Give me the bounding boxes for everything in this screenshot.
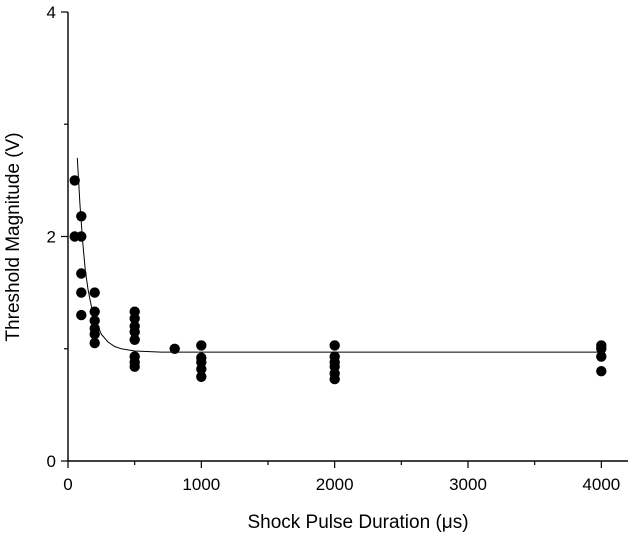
y-tick-label: 4 — [47, 3, 56, 22]
data-point — [129, 313, 140, 324]
data-point — [76, 287, 87, 298]
data-point — [89, 329, 100, 340]
data-points-layer — [69, 175, 607, 385]
data-point — [196, 340, 207, 351]
data-point — [169, 343, 180, 354]
data-point — [89, 315, 100, 326]
data-point — [89, 287, 100, 298]
data-point — [129, 361, 140, 372]
data-point — [196, 371, 207, 382]
data-point — [129, 334, 140, 345]
data-point — [329, 340, 340, 351]
axes — [61, 11, 628, 468]
x-tick-label: 0 — [63, 475, 72, 494]
data-point — [196, 363, 207, 375]
data-point — [76, 268, 87, 279]
x-tick-label: 3000 — [449, 475, 487, 494]
fit-curve — [76, 157, 602, 353]
tick-labels-layer: 0 1000 2000 3000 4000 0 2 4 — [47, 3, 621, 494]
data-point — [596, 343, 607, 354]
data-point — [329, 373, 340, 385]
data-point — [129, 326, 140, 338]
x-axis-title: Shock Pulse Duration (μs) — [247, 512, 468, 533]
data-point — [69, 175, 80, 186]
data-point — [596, 351, 607, 362]
data-point — [76, 211, 87, 222]
data-point — [89, 306, 100, 317]
y-tick-label: 2 — [47, 228, 56, 247]
data-point — [596, 366, 607, 377]
y-tick-label: 0 — [47, 452, 56, 471]
data-point — [89, 337, 100, 349]
x-tick-label: 1000 — [182, 475, 220, 494]
fit-curve-layer — [76, 157, 602, 353]
y-axis-title: Threshold Magnitude (V) — [3, 132, 24, 341]
data-point — [76, 309, 87, 321]
x-tick-label: 2000 — [316, 475, 354, 494]
x-tick-label: 4000 — [582, 475, 620, 494]
data-point — [76, 231, 87, 242]
